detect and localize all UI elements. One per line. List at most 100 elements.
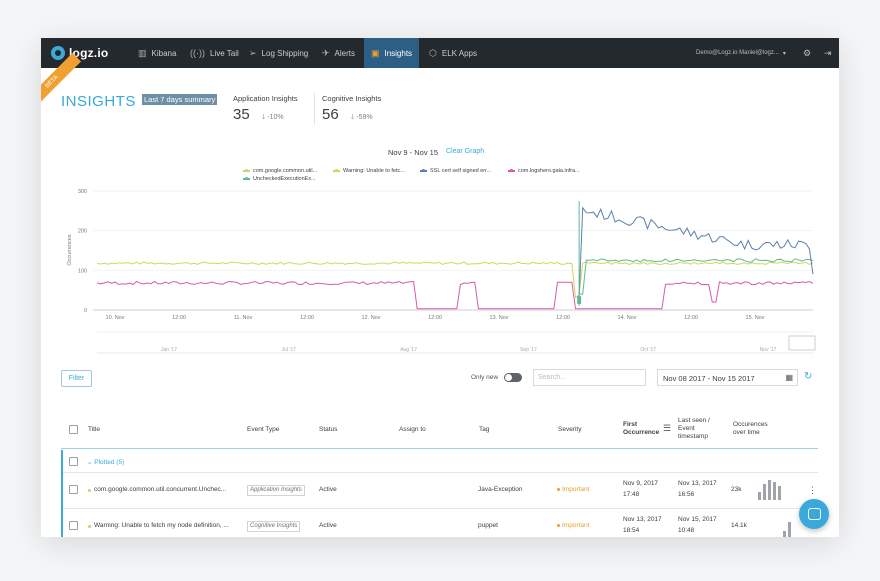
date-range-picker[interactable]: Nov 08 2017 - Nov 15 2017 ▦ bbox=[657, 369, 798, 386]
y-tick-label: 100 bbox=[78, 268, 87, 274]
row-severity[interactable]: Important bbox=[557, 486, 589, 493]
stat-value: 35 bbox=[233, 106, 250, 123]
logo-icon bbox=[51, 46, 65, 60]
legend-label: Warning: Unable to fetc... bbox=[343, 168, 405, 174]
group-checkbox[interactable] bbox=[69, 457, 78, 466]
table-row-title[interactable]: com.google.common.util.concurrent.Unchec… bbox=[88, 485, 226, 495]
stat-label: Cognitive Insights bbox=[322, 94, 382, 103]
nav-label: Alerts bbox=[334, 48, 355, 58]
cube-icon: ⬡ bbox=[429, 47, 437, 58]
nav-label: Kibana bbox=[151, 48, 177, 58]
calendar-icon[interactable]: ▦ bbox=[785, 373, 793, 382]
search-input[interactable]: Search... bbox=[533, 369, 646, 386]
nav-item-insights[interactable]: ▣ Insights bbox=[364, 38, 419, 68]
x-tick-label: 12:00 bbox=[172, 315, 186, 321]
nav-item-alerts[interactable]: ✈ Alerts bbox=[322, 38, 355, 68]
series-color-dot bbox=[88, 488, 91, 492]
navigator-handle bbox=[788, 335, 816, 351]
legend-marker bbox=[243, 169, 250, 172]
logo[interactable]: logz.io bbox=[51, 45, 108, 61]
row-first-time: 17:48 bbox=[623, 491, 640, 498]
column-header-last-seen[interactable]: Last seen / Event timestamp bbox=[678, 417, 710, 440]
row-title-text: Warning: Unable to fetch my node definit… bbox=[94, 522, 229, 529]
page-title: INSIGHTS bbox=[61, 93, 136, 110]
legend-item[interactable]: SSL cert self signed err... bbox=[420, 168, 491, 174]
y-axis-label: Occurrences bbox=[67, 234, 73, 265]
legend-item[interactable]: com.google.common.util... bbox=[243, 168, 317, 174]
row-tag[interactable]: Java-Exception bbox=[478, 486, 523, 493]
occurrence-sparkline bbox=[758, 478, 781, 500]
row-checkbox[interactable] bbox=[69, 521, 78, 530]
legend-item[interactable]: UncheckedExecutionEx... bbox=[243, 176, 316, 182]
search-placeholder: Search... bbox=[538, 374, 567, 381]
x-tick-label: 12:00 bbox=[428, 315, 442, 321]
legend-item[interactable]: com.logshero.gaia.infra... bbox=[508, 168, 580, 174]
filter-button[interactable]: Filter bbox=[61, 370, 92, 387]
plotted-group-toggle[interactable]: ⌄ Plotted (5) bbox=[87, 458, 124, 466]
legend-marker bbox=[508, 169, 515, 172]
row-divider bbox=[63, 472, 818, 473]
chevron-down-icon: ▾ bbox=[782, 50, 786, 57]
column-header-first-occurrence[interactable]: First Occurrence bbox=[623, 421, 660, 436]
table-row-title[interactable]: Warning: Unable to fetch my node definit… bbox=[88, 521, 229, 531]
range-summary-button[interactable]: Last 7 days summary bbox=[142, 94, 218, 105]
column-header-occurrences: Occurences over time bbox=[733, 421, 768, 436]
row-menu-icon[interactable]: ⋮ bbox=[808, 485, 817, 495]
row-divider bbox=[63, 508, 818, 509]
nav-label: ELK Apps bbox=[441, 48, 477, 58]
legend-label: SSL cert self signed err... bbox=[430, 168, 492, 174]
chat-launcher-button[interactable] bbox=[799, 499, 829, 529]
legend-marker bbox=[243, 177, 250, 180]
event-type-badge: Cognitive Insights bbox=[247, 521, 301, 532]
nav-item-log-shipping[interactable]: ➢ Log Shipping bbox=[249, 38, 308, 68]
row-tag[interactable]: puppet bbox=[478, 522, 498, 529]
only-new-toggle[interactable] bbox=[504, 373, 522, 382]
user-email: Demo@Logz.io Maniel@logz... bbox=[696, 50, 779, 56]
nav-item-elk-apps[interactable]: ⬡ ELK Apps bbox=[429, 38, 477, 68]
x-tick-label: 12:00 bbox=[556, 315, 570, 321]
stat-value: 56 bbox=[322, 106, 339, 123]
column-header-assign-to[interactable]: Assign to bbox=[399, 426, 426, 433]
column-header-event-type[interactable]: Event Type bbox=[247, 426, 280, 433]
x-tick-label: 15. Nov bbox=[746, 315, 765, 321]
column-header-severity[interactable]: Severity bbox=[558, 426, 582, 433]
row-severity[interactable]: Important bbox=[557, 522, 589, 529]
series-color-dot bbox=[88, 524, 91, 528]
series-line-warning bbox=[96, 261, 814, 299]
legend-item[interactable]: Warning: Unable to fetc... bbox=[333, 168, 405, 174]
spark-bar bbox=[763, 484, 766, 500]
nav-item-live-tail[interactable]: ((·)) Live Tail bbox=[190, 38, 239, 68]
row-status[interactable]: Active bbox=[319, 522, 337, 529]
logout-icon[interactable]: ⇥ bbox=[824, 47, 832, 58]
top-nav: logz.io ▥ Kibana ((·)) Live Tail ➢ Log S… bbox=[41, 38, 839, 68]
clear-graph-link[interactable]: Clear Graph bbox=[446, 148, 485, 155]
insights-icon: ▣ bbox=[370, 47, 380, 58]
column-header-tag[interactable]: Tag bbox=[479, 426, 490, 433]
legend-label: com.google.common.util... bbox=[253, 168, 318, 174]
series-line-logshero bbox=[96, 280, 814, 310]
user-menu[interactable]: Demo@Logz.io Maniel@logz... ▾ bbox=[696, 38, 786, 68]
bar-chart-icon: ▥ bbox=[138, 47, 147, 58]
divider bbox=[314, 93, 315, 125]
gear-icon[interactable]: ⚙ bbox=[803, 47, 812, 58]
nav-item-kibana[interactable]: ▥ Kibana bbox=[138, 38, 176, 68]
sort-icon[interactable]: ☰ bbox=[663, 423, 672, 433]
legend-label: com.logshero.gaia.infra... bbox=[518, 168, 580, 174]
refresh-icon[interactable]: ↻ bbox=[804, 371, 813, 382]
row-checkbox[interactable] bbox=[69, 485, 78, 494]
column-header-title[interactable]: Title bbox=[88, 426, 101, 433]
x-tick-label: 12. Nov bbox=[362, 315, 381, 321]
column-header-status[interactable]: Status bbox=[319, 426, 338, 433]
select-all-checkbox[interactable] bbox=[69, 425, 78, 434]
row-occurrences: 14.1k bbox=[731, 522, 747, 529]
severity-dot bbox=[557, 524, 560, 527]
stat-delta-value: -59% bbox=[356, 114, 373, 121]
navigator-tick-label: Jan '17 bbox=[161, 347, 177, 353]
spark-bar bbox=[768, 480, 771, 500]
row-status[interactable]: Active bbox=[319, 486, 337, 493]
nav-label: Insights bbox=[384, 48, 413, 58]
row-occurrences: 23k bbox=[731, 486, 742, 493]
row-first-time: 18:54 bbox=[623, 527, 640, 534]
legend-marker bbox=[420, 169, 427, 172]
occurrences-chart[interactable]: 300 200 100 0 Occurrences 10. Nov 12:00 11. Nov… bbox=[41, 38, 839, 368]
